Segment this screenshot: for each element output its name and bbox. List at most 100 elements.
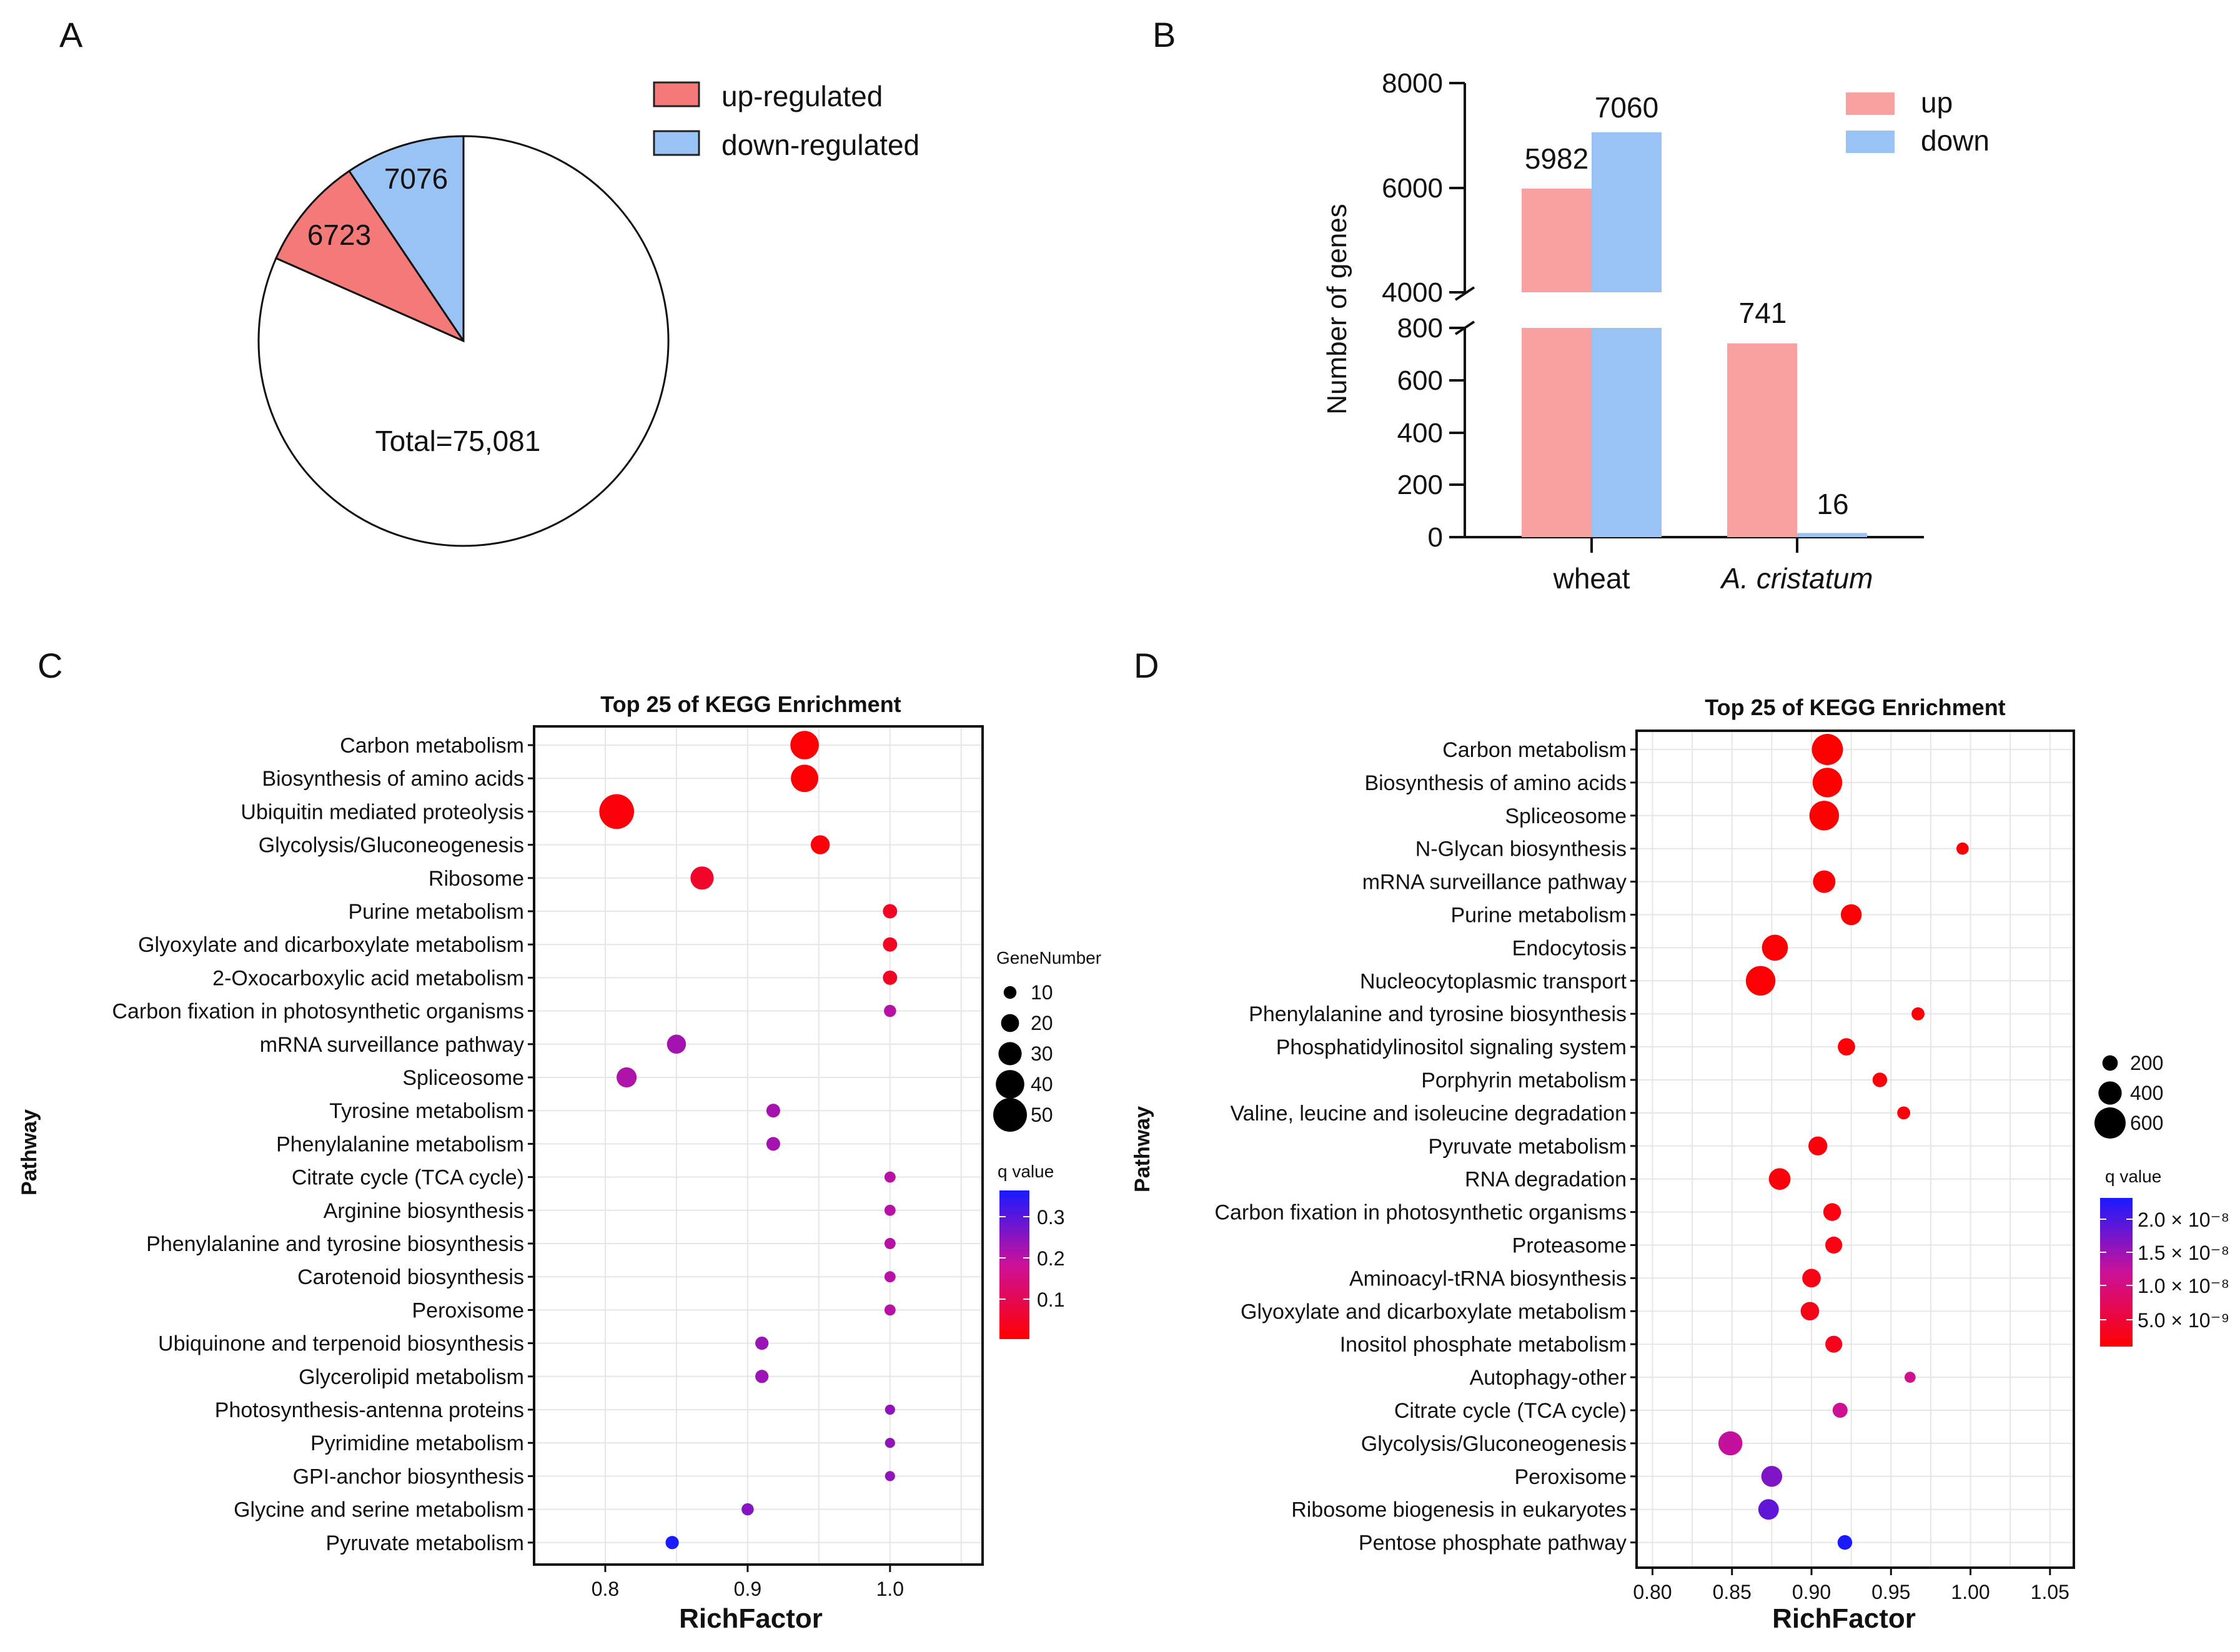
point-mrna-surveillance-pathway-c: [667, 1034, 686, 1054]
y-tick-label-400: 400: [1397, 418, 1443, 448]
size-legend-dot-c: [998, 1042, 1022, 1066]
point-glyoxylate-and-dicarboxylate-metabolism-d: [1800, 1302, 1820, 1321]
pathway-label-d: Ribosome biogenesis in eukaryotes: [1291, 1498, 1627, 1522]
y-tick-label-800: 800: [1397, 313, 1443, 344]
point-phenylalanine-and-tyrosine-biosynthesis-d: [1911, 1007, 1925, 1021]
x-tick-label-d: 1.00: [1951, 1581, 1990, 1603]
y-axis-title-c: Pathway: [17, 1109, 41, 1195]
pathway-label-d: Proteasome: [1512, 1234, 1627, 1258]
bar-wheat-up-upper: [1522, 189, 1592, 292]
pathway-label-d: Biosynthesis of amino acids: [1364, 771, 1627, 795]
color-legend-ticks-c: [999, 1216, 1029, 1300]
pie-slice-up-regulated: [274, 169, 467, 344]
pie-slice-down-regulated: [347, 135, 465, 344]
point-glycolysis-gluconeogenesis-c: [810, 835, 830, 854]
bar-value-label-acristatum-down: 16: [1816, 488, 1848, 520]
pie-slice-label-up: 6723: [307, 219, 371, 251]
size-legend-dot-d: [2102, 1055, 2118, 1071]
pathway-label-c: Glycerolipid metabolism: [299, 1365, 524, 1389]
color-legend-label-d3: 5.0 × 10⁻⁹: [2138, 1309, 2229, 1332]
bar-wheat-down-upper: [1592, 132, 1662, 292]
bar-wheat-up-lower: [1522, 328, 1592, 537]
y-axis-title-d: Pathway: [1131, 1106, 1154, 1192]
point-citrate-cycle-tca-cycle-c: [884, 1171, 896, 1183]
pathway-labels-c: Carbon metabolism Biosynthesis of amino a…: [112, 734, 534, 1555]
bar-a-cristatum-down: [1797, 533, 1867, 537]
point-proteasome-d: [1825, 1236, 1843, 1254]
pathway-label-c: Pyruvate metabolism: [326, 1531, 524, 1555]
y-tick-label-4000: 4000: [1382, 277, 1443, 308]
size-legend-label-c: 20: [1031, 1012, 1053, 1034]
pathway-label-d: Nucleocytoplasmic transport: [1360, 969, 1627, 993]
pathway-label-c: 2-Oxocarboxylic acid metabolism: [212, 966, 524, 990]
point-carbon-fixation-in-photosynthetic-organisms-d: [1823, 1203, 1841, 1221]
legend-swatch-up-regulated: [653, 81, 700, 107]
color-legend-ticks-d: [2100, 1219, 2133, 1320]
pathway-label-d: mRNA surveillance pathway: [1362, 871, 1627, 894]
bars: [1522, 132, 1867, 537]
point-carbon-fixation-in-photosynthetic-organisms-c: [884, 1004, 896, 1017]
bar-chart: 8000 6000 4000 800 600 400 200 0 Number …: [1322, 68, 1990, 595]
size-legend-label-c: 50: [1031, 1104, 1053, 1126]
x-tick-label-d: 0.95: [1871, 1581, 1910, 1603]
pathway-label-d: Phenylalanine and tyrosine biosynthesis: [1249, 1002, 1627, 1026]
plot-border-c: [533, 725, 984, 1566]
pathway-label-c: Glycolysis/Gluconeogenesis: [259, 834, 524, 858]
size-legend-dot-d: [2094, 1107, 2126, 1139]
x-tick-label-wheat: wheat: [1553, 562, 1630, 595]
point-ribosome-biogenesis-in-eukaryotes-d: [1758, 1499, 1779, 1520]
color-legend-label-d1: 1.5 × 10⁻⁸: [2138, 1242, 2229, 1264]
point-ribosome-c: [690, 866, 714, 890]
point-carbon-metabolism-d: [1811, 734, 1843, 765]
bar-a-cristatum-up: [1727, 343, 1797, 537]
color-legend-label-01: 0.1: [1037, 1288, 1064, 1311]
color-legend-label-d0: 2.0 × 10⁻⁸: [2138, 1209, 2229, 1231]
point-gpi-anchor-biosynthesis-c: [885, 1471, 895, 1481]
pathway-label-c: Spliceosome: [402, 1066, 524, 1090]
point-glycolysis-gluconeogenesis-d: [1718, 1431, 1743, 1456]
point-glycine-and-serine-metabolism-c: [741, 1503, 754, 1516]
x-axis-title-d: RichFactor: [1772, 1603, 1916, 1634]
pathway-label-d: Valine, leucine and isoleucine degradati…: [1231, 1102, 1627, 1125]
point-mrna-surveillance-pathway-d: [1813, 870, 1836, 893]
point-endocytosis-d: [1762, 934, 1788, 961]
x-tick-label-d: 1.05: [2031, 1581, 2069, 1603]
point-carbon-metabolism-c: [790, 731, 819, 759]
pie-total-label: Total=75,081: [375, 425, 541, 457]
pathway-label-d: RNA degradation: [1465, 1168, 1627, 1192]
legend-label-down-regulated: down-regulated: [721, 129, 919, 161]
pathway-label-d: Aminoacyl-tRNA biosynthesis: [1349, 1267, 1627, 1290]
pathway-label-c: Peroxisome: [412, 1298, 524, 1322]
pathway-label-d: Purine metabolism: [1450, 904, 1627, 927]
pathway-label-d: Glyoxylate and dicarboxylate metabolism: [1241, 1300, 1627, 1323]
x-ticks-d: 0.80 0.85 0.90 0.95 1.00 1.05: [1633, 1568, 2069, 1603]
pie-chart: 6723 7076 Total=75,081 up-regulated down…: [257, 80, 919, 547]
pathway-label-d: Inositol phosphate metabolism: [1340, 1333, 1627, 1357]
point-ubiquinone-and-terpenoid-biosynthesis-c: [755, 1336, 769, 1350]
pathway-label-c: mRNA surveillance pathway: [260, 1033, 524, 1057]
size-legend-title-c: GeneNumber: [996, 948, 1101, 967]
point-tyrosine-metabolism-c: [766, 1104, 780, 1118]
plot-title-c: Top 25 of KEGG Enrichment: [600, 691, 901, 717]
pathway-label-c: Carotenoid biosynthesis: [297, 1265, 524, 1289]
point-porphyrin-metabolism-d: [1872, 1072, 1888, 1087]
color-legend-title-d: q value: [2105, 1167, 2161, 1186]
point-phosphatidylinositol-signaling-system-d: [1838, 1038, 1855, 1056]
x-axis-title-c: RichFactor: [679, 1603, 823, 1634]
legend-swatch-down-regulated: [653, 130, 700, 156]
pathway-label-c: Ubiquinone and terpenoid biosynthesis: [158, 1332, 524, 1356]
pathway-label-c: Pyrimidine metabolism: [310, 1432, 524, 1455]
bar-value-label-wheat-up: 5982: [1525, 142, 1588, 175]
y-tick-label-0: 0: [1428, 522, 1443, 553]
color-legend-bar-d: [2100, 1198, 2133, 1347]
point-ubiquitin-mediated-proteolysis-c: [599, 794, 635, 829]
x-tick-label-c: 0.8: [592, 1578, 619, 1600]
legend-swatch-up: [1846, 92, 1895, 115]
size-legend-dot-c: [1003, 986, 1017, 999]
pathway-label-c: Phenylalanine and tyrosine biosynthesis: [146, 1232, 524, 1256]
size-legend-label-d: 600: [2130, 1112, 2163, 1134]
pathway-label-c: Ribosome: [429, 867, 524, 891]
panel-label-b: B: [1152, 15, 1176, 54]
x-tick-label-d: 0.85: [1713, 1581, 1752, 1603]
